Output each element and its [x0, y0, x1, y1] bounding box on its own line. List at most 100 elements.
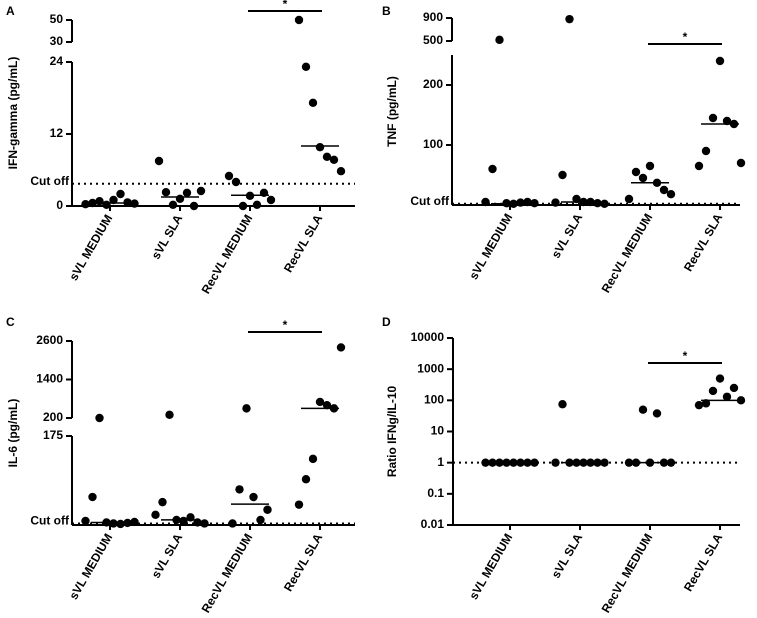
x-tick-label: RecVL MEDIUM [599, 531, 656, 615]
data-point [158, 497, 167, 507]
data-point [694, 400, 704, 410]
y-tick-label: 1 [437, 455, 444, 469]
data-point [179, 516, 188, 526]
y-tick-label: 200 [43, 410, 63, 424]
y-tick-label: 30 [50, 34, 64, 48]
data-point [530, 199, 539, 208]
x-tick-label: RecVL SLA [281, 212, 326, 275]
data-point [516, 198, 525, 207]
data-point [593, 199, 602, 208]
x-tick-label: sVL MEDIUM [66, 531, 115, 602]
x-tick-label: RecVL MEDIUM [199, 531, 256, 615]
data-point [95, 413, 104, 423]
data-point [572, 194, 581, 204]
x-tick-label: sVL SLA [549, 531, 586, 581]
data-point [161, 188, 171, 197]
y-tick-label: 900 [423, 10, 443, 24]
data-point [301, 62, 311, 71]
panel-letter: D [382, 315, 391, 329]
x-tick-label: RecVL MEDIUM [599, 211, 656, 295]
panel-letter: C [6, 315, 15, 329]
x-tick-label: RecVL MEDIUM [199, 212, 256, 296]
y-tick-label: 12 [50, 126, 64, 140]
data-point [154, 156, 164, 166]
data-point [729, 383, 739, 393]
y-tick-label: 100 [424, 393, 444, 407]
y-tick-label: 10 [431, 424, 445, 438]
data-point [638, 405, 648, 414]
data-point [694, 161, 704, 171]
data-point [530, 458, 539, 467]
x-tick-label: RecVL SLA [681, 211, 726, 274]
data-point [242, 404, 251, 413]
cutoff-label: Cut off [30, 514, 70, 528]
data-point [666, 190, 676, 199]
data-point [645, 161, 655, 171]
data-point [722, 392, 732, 401]
data-point [256, 515, 265, 525]
data-point [165, 410, 174, 419]
data-point [235, 485, 244, 494]
x-tick-label: RecVL SLA [681, 531, 726, 594]
data-point [708, 386, 718, 396]
data-point [322, 400, 332, 410]
data-point [701, 399, 711, 408]
data-point [116, 189, 125, 199]
data-point [722, 116, 732, 126]
panel-letter: A [6, 4, 15, 18]
data-point [315, 397, 325, 407]
data-point [736, 396, 746, 405]
panel-letter: B [382, 4, 391, 18]
data-point [659, 185, 669, 195]
data-point [701, 146, 711, 156]
data-point [495, 35, 504, 45]
data-point [624, 458, 634, 467]
data-point [558, 400, 567, 409]
data-point [624, 194, 634, 204]
y-tick-label: 50 [50, 12, 64, 26]
data-point [336, 343, 346, 352]
data-point [81, 516, 90, 526]
data-point [652, 409, 662, 418]
y-axis-label: TNF (pg/mL) [385, 76, 399, 147]
data-point [109, 519, 118, 528]
data-point [558, 170, 567, 180]
y-tick-label: 0.01 [421, 517, 445, 531]
x-tick-label: sVL MEDIUM [466, 531, 515, 602]
data-point [102, 200, 111, 209]
significance-label: * [283, 0, 288, 11]
data-point [238, 201, 248, 211]
data-point [638, 173, 648, 183]
y-tick-label: 1000 [417, 361, 444, 375]
y-tick-label: 1400 [36, 372, 63, 386]
significance-label: * [683, 30, 688, 44]
data-point [708, 113, 718, 123]
y-tick-label: 200 [423, 77, 443, 91]
y-tick-label: 10000 [411, 330, 445, 344]
data-point [481, 197, 490, 207]
y-axis-label: Ratio IFNg/IL-10 [385, 386, 399, 478]
data-point [249, 492, 258, 502]
data-point [88, 492, 97, 502]
data-point [329, 155, 339, 164]
data-point [294, 500, 304, 509]
x-tick-label: sVL MEDIUM [66, 212, 115, 283]
data-point [228, 519, 237, 528]
y-tick-label: 100 [423, 137, 443, 151]
x-tick-label: sVL SLA [149, 212, 186, 262]
x-tick-label: sVL MEDIUM [466, 211, 515, 282]
data-point [196, 186, 206, 196]
data-point [600, 458, 609, 467]
x-tick-label: sVL SLA [549, 211, 586, 261]
cutoff-label: Cut off [410, 194, 450, 208]
significance-label: * [283, 318, 288, 332]
data-point [551, 198, 560, 207]
cutoff-label: Cut off [30, 174, 70, 188]
data-point [736, 158, 746, 168]
data-point [600, 199, 609, 208]
data-point [81, 200, 90, 209]
data-point [523, 197, 532, 207]
data-point [315, 143, 325, 152]
data-point [666, 458, 676, 467]
